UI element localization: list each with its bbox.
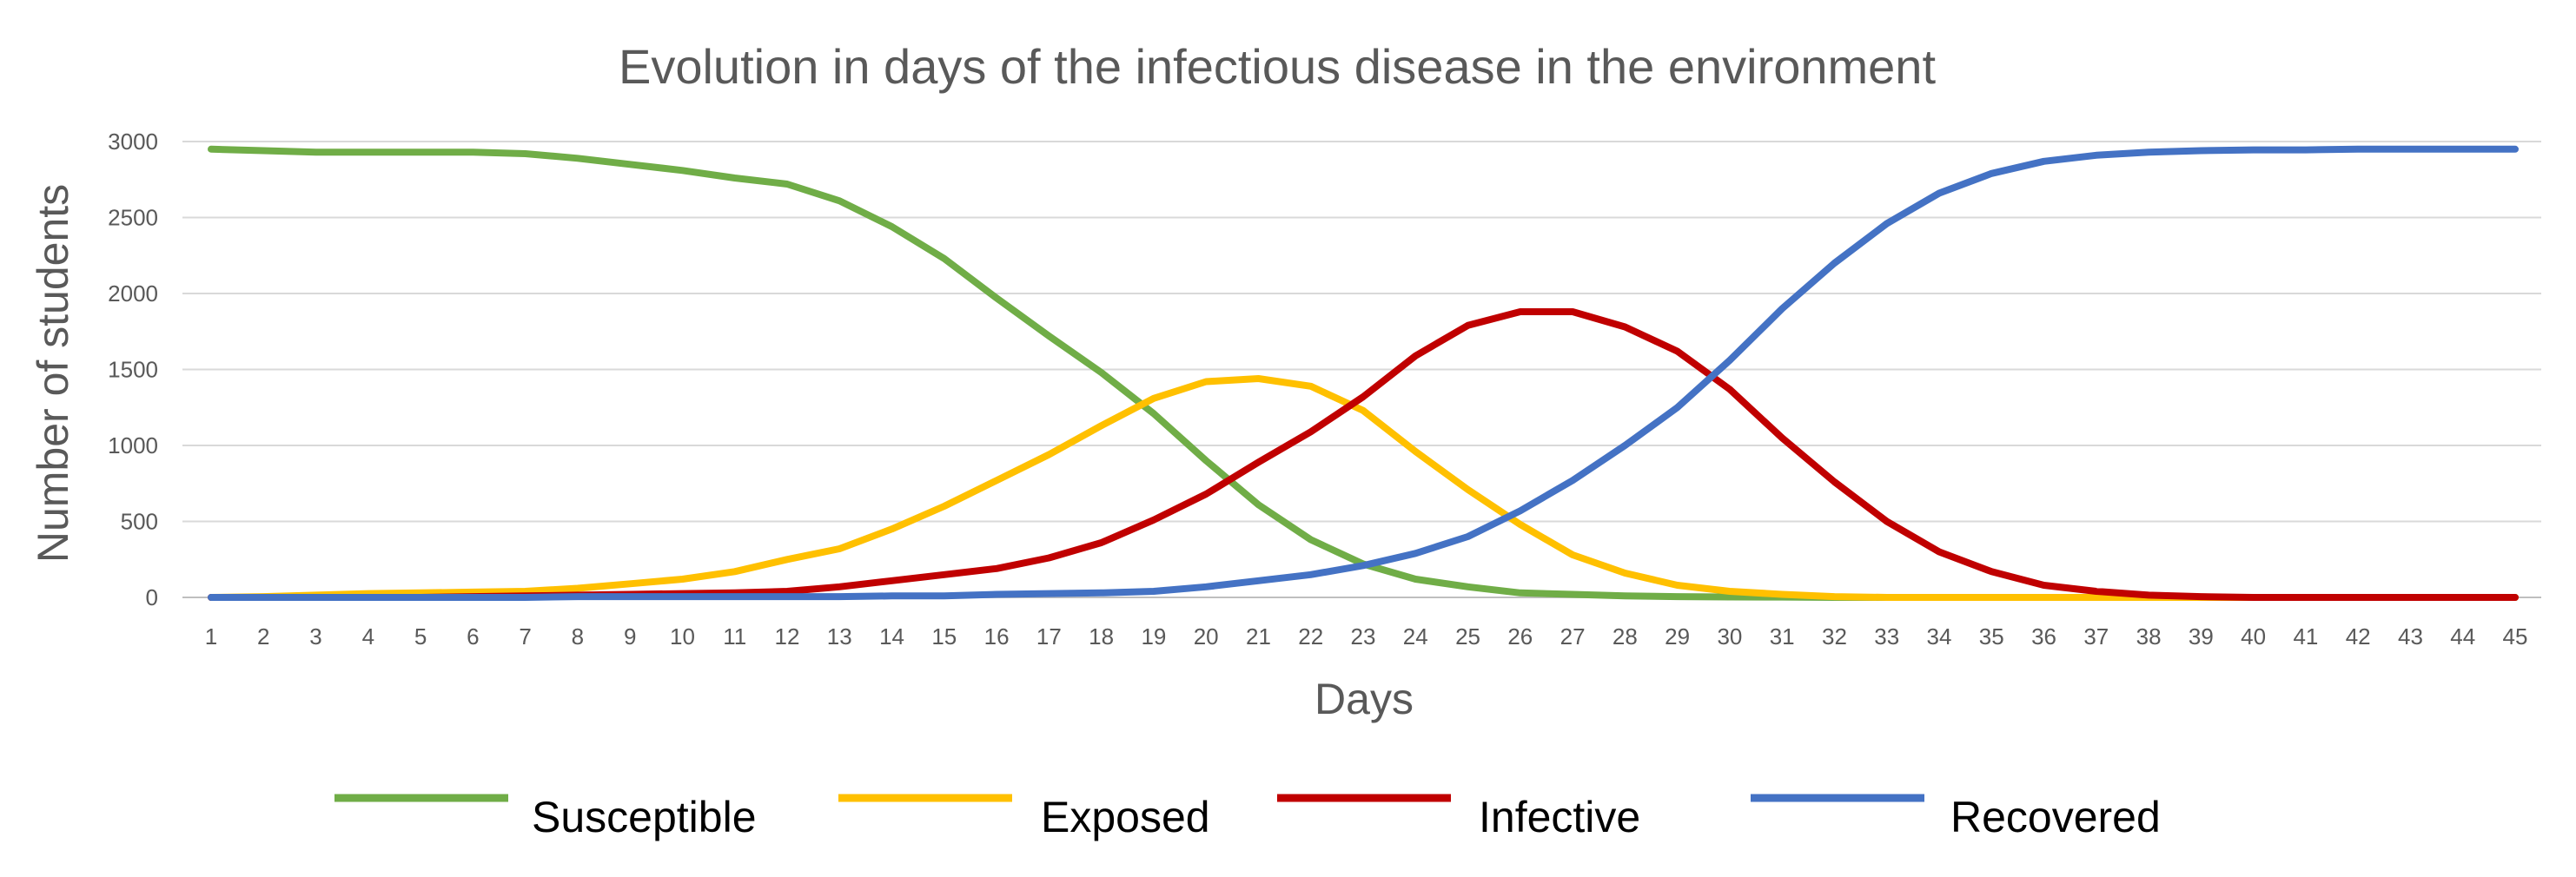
x-tick-label: 10 [670,623,695,650]
x-tick-label: 38 [2136,623,2162,650]
legend-label: Recovered [1950,793,2161,841]
chart-title: Evolution in days of the infectious dise… [619,39,1936,94]
x-tick-label: 36 [2031,623,2056,650]
y-tick-label: 3000 [108,129,158,155]
x-tick-label: 29 [1665,623,1690,650]
x-tick-label: 31 [1770,623,1795,650]
gridlines [182,141,2541,598]
x-tick-label: 6 [467,623,479,650]
x-tick-label: 8 [572,623,584,650]
x-tick-label: 16 [984,623,1010,650]
series-line-exposed [208,375,2519,601]
x-tick-label: 17 [1036,623,1062,650]
legend-item-exposed: Exposed [838,793,1210,841]
x-tick-label: 3 [309,623,321,650]
y-tick-label: 0 [146,584,158,610]
x-tick-label: 5 [414,623,427,650]
y-tick-label: 2500 [108,205,158,231]
x-tick-label: 25 [1455,623,1480,650]
x-tick-label: 23 [1351,623,1376,650]
x-tick-label: 1 [205,623,217,650]
x-tick-label: 4 [362,623,374,650]
x-tick-label: 39 [2189,623,2214,650]
y-tick-label: 1000 [108,432,158,458]
legend-item-susceptible: Susceptible [334,793,757,841]
legend-label: Infective [1479,793,1640,841]
x-tick-label: 28 [1612,623,1638,650]
x-tick-label: 21 [1246,623,1271,650]
x-tick-label: 30 [1717,623,1742,650]
x-tick-label: 42 [2346,623,2371,650]
x-tick-label: 18 [1089,623,1114,650]
x-tick-label: 40 [2241,623,2266,650]
x-tick-label: 9 [624,623,636,650]
legend: Susceptible Exposed Infective Recovered [334,793,2161,841]
series-lines [208,145,2519,601]
y-tick-label: 2000 [108,280,158,307]
x-tick-label: 33 [1874,623,1899,650]
legend-item-infective: Infective [1277,793,1640,841]
y-axis-title: Number of students [29,184,77,563]
x-tick-label: 45 [2503,623,2528,650]
x-tick-label: 27 [1560,623,1586,650]
series-line-susceptible [208,145,2519,601]
x-tick-label: 19 [1141,623,1166,650]
x-axis-title: Days [1314,675,1414,723]
x-tick-label: 44 [2450,623,2475,650]
x-tick-label: 20 [1194,623,1219,650]
y-tick-label: 500 [121,509,158,535]
x-tick-label: 7 [519,623,531,650]
x-tick-label: 13 [827,623,852,650]
y-axis-ticks: 0 500 1000 1500 2000 2500 3000 [108,129,158,610]
x-tick-label: 32 [1822,623,1847,650]
x-tick-label: 43 [2398,623,2423,650]
legend-label: Susceptible [532,793,757,841]
x-tick-label: 34 [1927,623,1952,650]
x-tick-label: 35 [1979,623,2004,650]
x-axis-ticks: 1 2 3 4 5 6 7 8 9 10 11 12 13 14 15 16 17 18 19 20 21 22 23 24 2… [205,623,2528,650]
legend-label: Exposed [1041,793,1210,841]
x-tick-label: 15 [931,623,957,650]
x-tick-label: 24 [1403,623,1428,650]
series-line-recovered [208,145,2519,601]
x-tick-label: 11 [723,623,746,650]
y-tick-label: 1500 [108,357,158,383]
series-line-infective [208,308,2519,601]
legend-item-recovered: Recovered [1751,793,2161,841]
x-tick-label: 37 [2083,623,2109,650]
x-tick-label: 2 [257,623,269,650]
x-tick-label: 12 [775,623,800,650]
x-tick-label: 26 [1507,623,1533,650]
x-tick-label: 22 [1298,623,1323,650]
x-tick-label: 41 [2293,623,2318,650]
x-tick-label: 14 [879,623,904,650]
